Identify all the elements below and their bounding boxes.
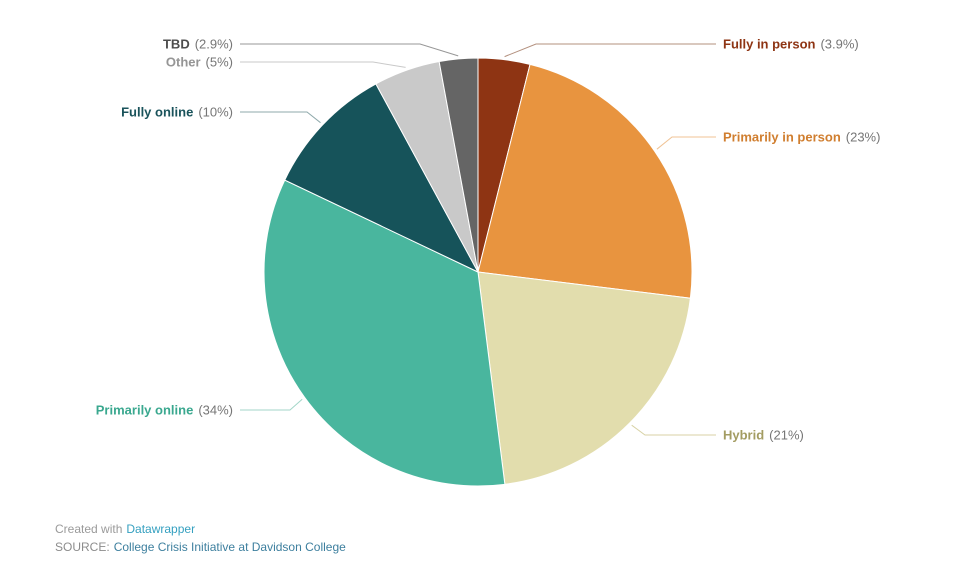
slice-label-primarily-in-person: Primarily in person (23%) — [723, 130, 880, 145]
slice-label-tbd: TBD (2.9%) — [163, 37, 233, 52]
leader-line-primarily-in-person — [656, 136, 716, 150]
datawrapper-link[interactable]: Datawrapper — [126, 522, 196, 536]
slice-label-hybrid: Hybrid (21%) — [723, 428, 804, 443]
leader-line-tbd — [240, 43, 459, 57]
pie-slice-hybrid[interactable] — [477, 271, 691, 485]
source-line: SOURCE: College Crisis Initiative at Davi… — [55, 538, 346, 556]
leader-line-other — [240, 61, 406, 68]
chart-footer: Created with Datawrapper SOURCE: College C… — [55, 520, 346, 556]
slice-label-other: Other (5%) — [166, 55, 233, 70]
created-with-text: Created with — [55, 522, 123, 536]
slice-label-fully-in-person: Fully in person (3.9%) — [723, 37, 859, 52]
leader-line-fully-in-person — [504, 43, 716, 58]
attribution-line: Created with Datawrapper — [55, 520, 346, 538]
pie-slice-tbd[interactable] — [438, 57, 479, 273]
leader-line-primarily-online — [240, 398, 303, 411]
source-link[interactable]: College Crisis Initiative at Davidson Co… — [113, 540, 346, 554]
slice-label-primarily-online: Primarily online (34%) — [96, 403, 233, 418]
leader-line-fully-online — [240, 111, 321, 124]
pie-slice-primarily-in-person[interactable] — [477, 63, 693, 299]
source-label: SOURCE: — [55, 540, 110, 554]
slice-label-fully-online: Fully online (10%) — [121, 105, 233, 120]
pie-slice-fully-online[interactable] — [284, 83, 480, 274]
leader-line-hybrid — [631, 424, 716, 436]
